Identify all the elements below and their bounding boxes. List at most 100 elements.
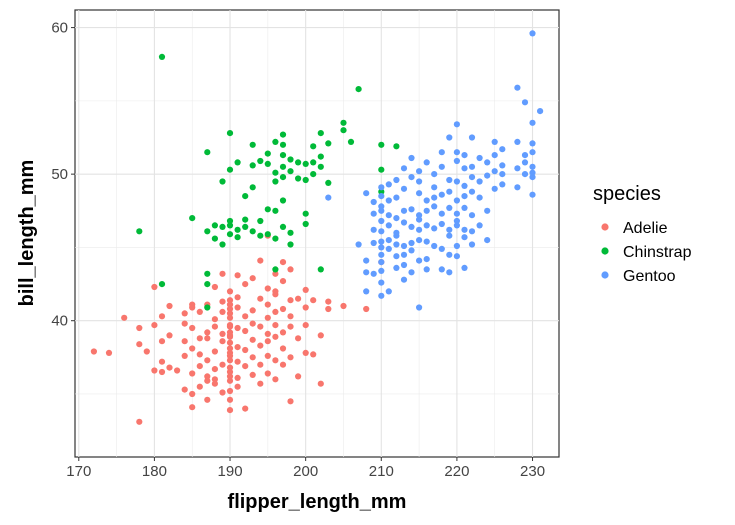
series-chinstrap: [136, 53, 400, 311]
adelie-point: [287, 297, 294, 304]
adelie-point: [219, 330, 226, 337]
gentoo-point: [416, 168, 423, 175]
gentoo-point: [499, 181, 506, 188]
gentoo-point: [529, 140, 536, 147]
adelie-point: [257, 257, 264, 264]
gentoo-point: [408, 247, 415, 254]
gentoo-point: [461, 264, 468, 271]
gentoo-point: [363, 288, 370, 295]
gentoo-point: [423, 238, 430, 245]
gentoo-point: [370, 239, 377, 247]
adelie-point: [166, 302, 173, 310]
adelie-point: [226, 305, 234, 313]
adelie-point: [219, 308, 226, 315]
gentoo-point: [393, 194, 400, 201]
gentoo-point: [400, 276, 408, 283]
chinstrap-point: [272, 138, 279, 145]
adelie-point: [158, 338, 166, 345]
adelie-point: [196, 363, 203, 370]
adelie-point: [242, 327, 249, 335]
adelie-point: [219, 389, 226, 396]
gentoo-point: [537, 108, 544, 115]
adelie-point: [249, 275, 256, 282]
chinstrap-point: [219, 241, 226, 248]
adelie-point: [226, 357, 234, 364]
chinstrap-point: [234, 234, 241, 241]
series-adelie: [90, 232, 385, 425]
gentoo-point: [363, 269, 370, 276]
gentoo-point: [363, 190, 370, 197]
adelie-point: [302, 286, 309, 293]
gentoo-point: [468, 188, 476, 195]
gentoo-point: [446, 232, 453, 239]
gentoo-point: [453, 210, 460, 217]
adelie-point: [302, 304, 309, 311]
gentoo-point: [431, 203, 438, 210]
adelie-point: [287, 398, 294, 405]
adelie-point: [234, 358, 241, 365]
chinstrap-point: [189, 215, 196, 222]
chinstrap-point: [287, 241, 294, 248]
adelie-point: [211, 380, 218, 387]
gentoo-point: [408, 154, 415, 162]
gentoo-point: [453, 178, 460, 185]
chinstrap-point: [272, 235, 279, 242]
legend-key-chinstrap: [601, 247, 609, 255]
gentoo-point: [370, 210, 377, 217]
adelie-point: [204, 357, 211, 364]
chinstrap-point: [249, 184, 256, 191]
legend-title: species: [593, 183, 661, 205]
chinstrap-point: [340, 127, 347, 134]
gentoo-point: [529, 149, 536, 156]
points-layer: [90, 30, 544, 425]
adelie-point: [317, 380, 324, 387]
gentoo-point: [378, 259, 385, 266]
chinstrap-point: [272, 266, 279, 273]
gentoo-point: [423, 207, 430, 214]
gentoo-point: [521, 152, 529, 159]
chinstrap-point: [295, 159, 302, 166]
chinstrap-point: [211, 222, 218, 229]
gentoo-point: [370, 198, 377, 206]
chinstrap-point: [325, 140, 332, 147]
adelie-point: [226, 396, 234, 403]
chinstrap-point: [317, 163, 324, 170]
adelie-point: [264, 352, 271, 359]
adelie-point: [151, 283, 158, 291]
gentoo-point: [400, 251, 408, 258]
gentoo-point: [468, 241, 476, 248]
chinstrap-point: [257, 232, 264, 239]
adelie-point: [234, 272, 241, 279]
adelie-point: [211, 283, 218, 291]
gentoo-point: [385, 222, 392, 229]
chinstrap-point: [264, 150, 271, 157]
gentoo-point: [453, 157, 460, 165]
chinstrap-point: [317, 266, 324, 273]
chinstrap-point: [242, 216, 249, 223]
gentoo-point: [385, 212, 392, 219]
gentoo-point: [378, 292, 385, 299]
adelie-point: [211, 316, 218, 323]
x-tick-label: 170: [66, 463, 91, 480]
gentoo-point: [393, 253, 400, 260]
gentoo-point: [484, 172, 491, 179]
gentoo-point: [416, 190, 423, 197]
y-tick-label: 60: [51, 20, 68, 37]
adelie-point: [264, 314, 271, 321]
adelie-point: [204, 329, 211, 336]
adelie-point: [121, 314, 128, 321]
adelie-point: [211, 376, 218, 383]
gentoo-point: [491, 168, 498, 175]
adelie-point: [151, 367, 158, 374]
adelie-point: [105, 349, 113, 356]
y-axis-title: bill_length_mm: [16, 160, 38, 307]
gentoo-point: [529, 119, 536, 126]
gentoo-point: [514, 165, 521, 172]
legend-label-chinstrap: Chinstrap: [623, 244, 692, 261]
chinstrap-point: [257, 217, 264, 225]
gentoo-point: [393, 176, 400, 184]
legend-key-gentoo: [601, 271, 609, 279]
adelie-point: [242, 363, 249, 370]
gentoo-point: [521, 99, 529, 106]
gentoo-point: [499, 146, 506, 153]
